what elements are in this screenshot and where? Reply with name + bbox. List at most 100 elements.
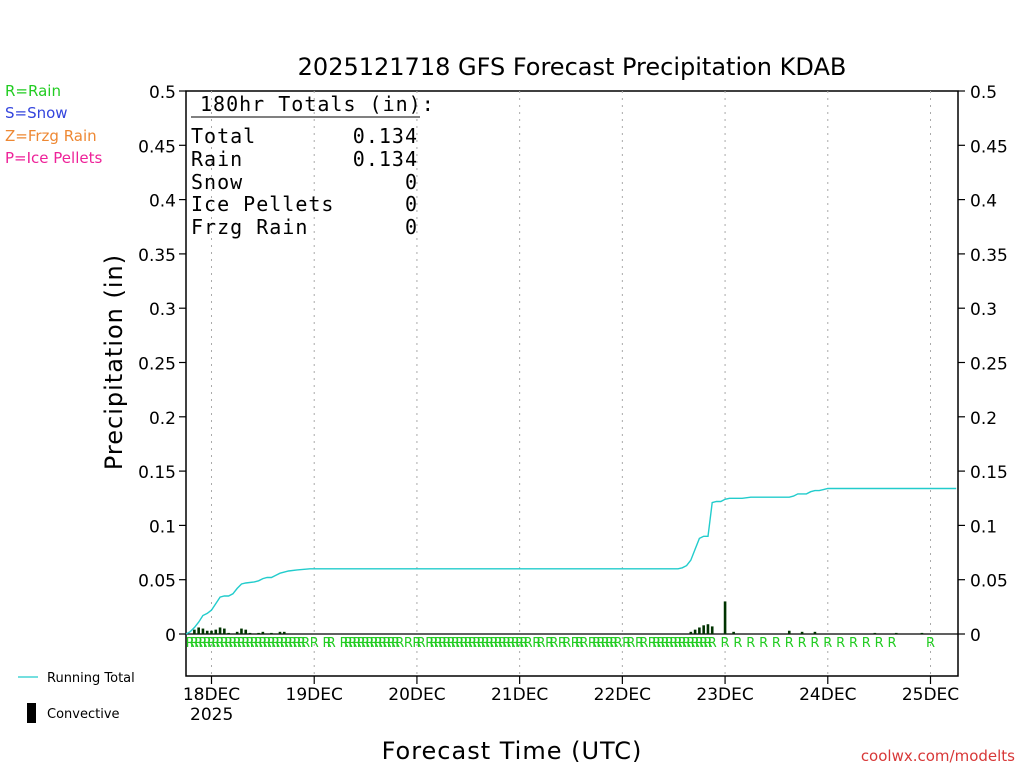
ptype-marker: R — [601, 636, 610, 651]
convective-bar — [732, 631, 735, 634]
ptype-marker: R — [224, 636, 233, 651]
ptype-marker: R — [361, 636, 370, 651]
ptype-marker: R — [686, 636, 695, 651]
ptype-marker: R — [263, 636, 272, 651]
ptype-marker: R — [926, 636, 935, 651]
y-tick-label-left: 0.5 — [149, 83, 176, 103]
totals-label-snow: Snow — [191, 170, 243, 194]
ptype-marker: R — [849, 636, 858, 651]
ptype-marker: R — [703, 636, 712, 651]
ptype-marker: R — [862, 636, 871, 651]
ptype-marker: R — [575, 636, 584, 651]
x-tick-label: 19DEC — [286, 685, 343, 705]
ptype-marker: R — [823, 636, 832, 651]
ptype-marker: R — [301, 636, 310, 651]
ptype-marker: R — [241, 636, 250, 651]
convective-bar — [197, 627, 200, 634]
ptype-marker: R — [447, 636, 456, 651]
ptype-marker: R — [772, 636, 781, 651]
totals-header: 180hr Totals (in): — [200, 92, 435, 116]
ptype-marker: R — [365, 636, 374, 651]
ptype-marker: R — [207, 636, 216, 651]
x-tick-label: 24DEC — [799, 685, 856, 705]
ptype-marker: R — [344, 636, 353, 651]
convective-bar — [813, 631, 817, 634]
y-tick-label-right: 0.45 — [970, 137, 1008, 157]
convective-bar — [693, 629, 697, 634]
ptype-marker: R — [609, 636, 618, 651]
y-tick-label-right: 0.2 — [970, 409, 997, 429]
ptype-marker: R — [691, 636, 700, 651]
ptype-marker: R — [430, 636, 439, 651]
ptype-marker: R — [395, 636, 404, 651]
legend-snow: S=Snow — [5, 104, 68, 122]
y-tick-label-right: 0.15 — [970, 463, 1008, 483]
ptype-marker: R — [836, 636, 845, 651]
totals-value-snow: 0 — [405, 170, 418, 194]
convective-bar — [873, 632, 877, 634]
convective-bar — [689, 631, 693, 634]
ptype-marker: R — [605, 636, 614, 651]
ptype-marker: R — [746, 636, 755, 651]
ptype-marker: R — [258, 636, 267, 651]
ptype-marker: R — [708, 636, 717, 651]
ptype-marker: R — [387, 636, 396, 651]
ptype-marker: R — [532, 636, 541, 651]
legend-convective-label: Convective — [47, 707, 120, 722]
totals-label-total: Total — [191, 124, 256, 148]
x-axis-label: Forecast Time (UTC) — [382, 737, 643, 765]
ptype-marker: R — [271, 636, 280, 651]
convective-bar — [702, 625, 705, 634]
convective-bar — [710, 626, 714, 634]
convective-bar — [193, 629, 196, 634]
ptype-marker: R — [579, 636, 588, 651]
convective-bar — [920, 632, 924, 634]
ptype-marker: R — [545, 636, 554, 651]
ptype-marker: R — [284, 636, 293, 651]
year-label: 2025 — [190, 705, 233, 725]
ptype-marker: R — [699, 636, 708, 651]
ptype-marker: R — [451, 636, 460, 651]
ptype-marker: R — [592, 636, 601, 651]
ptype-marker: R — [275, 636, 284, 651]
ptype-marker: R — [875, 636, 884, 651]
ptype-marker: R — [515, 636, 524, 651]
ptype-marker: R — [297, 636, 306, 651]
x-tick-label: 18DEC — [183, 685, 240, 705]
convective-bar — [706, 624, 710, 634]
convective-bar — [218, 627, 222, 634]
ptype-marker: R — [250, 636, 259, 651]
x-tick-label: 23DEC — [696, 685, 753, 705]
y-tick-label-right: 0.5 — [970, 83, 997, 103]
ptype-marker: R — [190, 636, 199, 651]
totals-value-total: 0.134 — [353, 124, 418, 148]
convective-bar — [244, 629, 248, 634]
y-tick-label-left: 0.3 — [149, 300, 176, 320]
ptype-marker: R — [678, 636, 687, 651]
ptype-marker: R — [669, 636, 678, 651]
x-tick-label: 20DEC — [388, 685, 445, 705]
ptype-marker: R — [485, 636, 494, 651]
x-tick-label: 22DEC — [594, 685, 651, 705]
ptype-marker: R — [340, 636, 349, 651]
ptype-marker: R — [267, 636, 276, 651]
ptype-marker: R — [673, 636, 682, 651]
ptype-marker: R — [810, 636, 819, 651]
ptype-marker: R — [661, 636, 670, 651]
ptype-marker: R — [228, 636, 237, 651]
convective-bar — [248, 632, 252, 634]
ptype-marker: R — [558, 636, 567, 651]
convective-bar — [257, 632, 260, 634]
convective-bar — [723, 601, 727, 634]
ptype-marker: R — [494, 636, 503, 651]
y-tick-label-right: 0.3 — [970, 300, 997, 320]
ptype-marker: R — [233, 636, 242, 651]
convective-bar — [270, 632, 273, 634]
ptype-marker: R — [614, 636, 623, 651]
ptype-marker: R — [639, 636, 648, 651]
ptype-marker: R — [626, 636, 635, 651]
ptype-marker: R — [733, 636, 742, 651]
ptype-marker: R — [310, 636, 319, 651]
ptype-marker: R — [198, 636, 207, 651]
